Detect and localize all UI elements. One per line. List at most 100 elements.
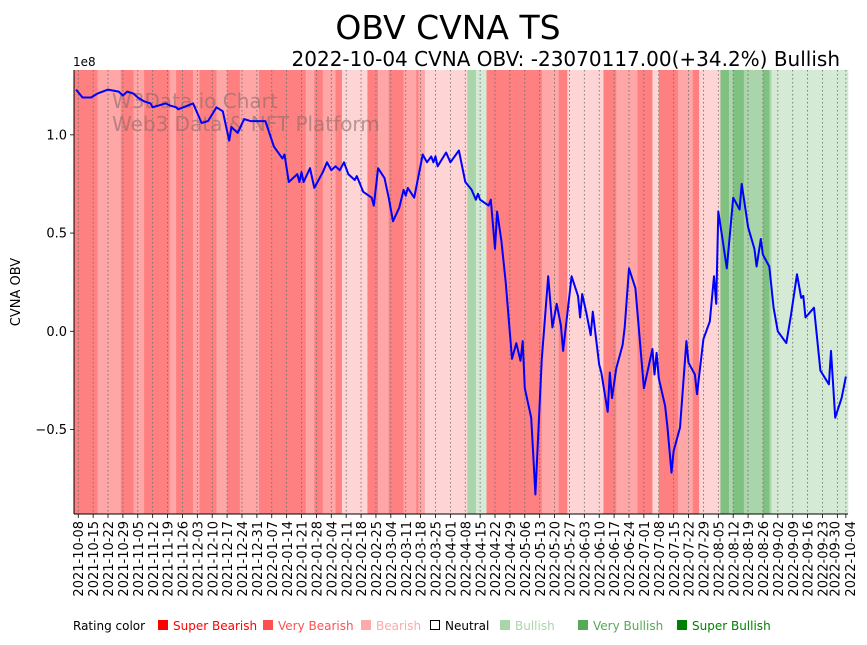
rating-band-super-bearish [314, 70, 323, 514]
x-tick-label: 2021-11-12 [147, 521, 162, 597]
rating-band-super-bearish [144, 70, 170, 514]
x-tick-label: 2022-06-03 [578, 521, 593, 597]
rating-band-very-bearish [97, 70, 121, 514]
x-tick-label: 2022-04-22 [489, 521, 504, 597]
x-tick-label: 2022-05-27 [564, 521, 579, 597]
legend-label-bullish: Bullish [515, 619, 555, 633]
legend-label-super-bullish: Super Bullish [692, 619, 771, 633]
x-tick-label: 2022-02-11 [340, 521, 355, 597]
rating-band-super-bearish [259, 70, 306, 514]
x-tick-label: 2022-04-08 [459, 521, 474, 597]
x-tick-label: 2022-07-01 [638, 521, 653, 597]
x-tick-label: 2021-10-08 [72, 521, 87, 597]
rating-band-super-bearish [637, 70, 652, 514]
legend-swatch-neutral [431, 621, 440, 630]
x-tick-label: 2022-07-08 [653, 521, 668, 597]
x-tick-label: 2021-11-26 [177, 521, 192, 597]
x-tick-label: 2022-03-11 [400, 521, 415, 597]
rating-band-very-bearish [678, 70, 693, 514]
rating-band-super-bearish [603, 70, 616, 514]
x-tick-label: 2021-11-19 [162, 521, 177, 597]
x-tick-label: 2022-08-26 [757, 521, 772, 597]
x-tick-label: 2022-03-25 [430, 521, 445, 597]
x-tick-label: 2021-10-22 [102, 521, 117, 597]
rating-band-super-bearish [199, 70, 216, 514]
legend-label-very-bearish: Very Bearish [278, 619, 354, 633]
y-scale-label: 1e8 [73, 55, 96, 69]
x-tick-label: 2022-09-02 [772, 521, 787, 597]
x-tick-label: 2022-03-04 [385, 521, 400, 597]
rating-band-very-bearish [193, 70, 200, 514]
rating-band-bearish [699, 70, 721, 514]
rating-band-very-bearish [170, 70, 177, 514]
rating-band-super-bearish [176, 70, 193, 514]
x-tick-label: 2021-12-03 [191, 521, 206, 597]
legend-swatch-very-bullish [578, 620, 588, 630]
watermark-line-2: Web3 Data & NFT Platform [112, 112, 380, 136]
x-tick-label: 2022-01-28 [311, 521, 326, 597]
x-tick-label: 2022-01-21 [296, 521, 311, 597]
legend-title: Rating color [73, 619, 145, 633]
x-tick-label: 2021-12-24 [236, 521, 251, 597]
rating-band-very-bullish [744, 70, 763, 514]
legend-label-neutral: Neutral [445, 619, 489, 633]
x-tick-label: 2022-04-29 [504, 521, 519, 597]
y-tick-label: 1.0 [46, 128, 67, 143]
x-tick-label: 2022-09-16 [802, 521, 817, 597]
x-tick-label: 2022-06-17 [608, 521, 623, 597]
rating-band-bearish [425, 70, 468, 514]
rating-band-very-bearish [216, 70, 227, 514]
legend-label-very-bullish: Very Bullish [593, 619, 663, 633]
legend-label-super-bearish: Super Bearish [173, 619, 257, 633]
rating-band-bullish [771, 70, 848, 514]
x-tick-label: 2022-07-29 [698, 521, 713, 597]
x-tick-label: 2021-12-17 [221, 521, 236, 597]
x-tick-label: 2021-12-31 [251, 521, 266, 597]
x-tick-label: 2022-08-05 [712, 521, 727, 597]
rating-band-super-bullish [733, 70, 744, 514]
x-tick-label: 2022-02-25 [370, 521, 385, 597]
x-tick-label: 2022-08-19 [742, 521, 757, 597]
x-tick-label: 2022-04-15 [474, 521, 489, 597]
legend-label-bearish: Bearish [376, 619, 421, 633]
rating-band-super-bearish [416, 70, 418, 514]
x-tick-label: 2022-07-15 [668, 521, 683, 597]
x-tick-label: 2022-09-30 [829, 521, 844, 597]
x-tick-label: 2022-02-04 [325, 521, 340, 597]
x-tick-label: 2022-02-18 [355, 521, 370, 597]
rating-band-very-bearish [240, 70, 259, 514]
legend-swatch-bullish [500, 620, 510, 630]
rating-bands [74, 70, 848, 514]
x-tick-label: 2021-10-29 [117, 521, 132, 597]
rating-band-super-bearish [336, 70, 343, 514]
rating-band-super-bullish [720, 70, 729, 514]
y-tick-label: −0.5 [35, 423, 67, 438]
rating-band-bullish [476, 70, 487, 514]
legend: Rating color Super Bearish Very Bearish Bea… [73, 619, 771, 633]
rating-band-super-bullish [763, 70, 770, 514]
x-tick-label: 2022-06-10 [593, 521, 608, 597]
x-tick-label: 2022-09-09 [787, 521, 802, 597]
x-tick-label: 2022-07-22 [683, 521, 698, 597]
x-tick-label: 2022-08-12 [727, 521, 742, 597]
rating-band-very-bearish [323, 70, 336, 514]
x-tick-label: 2022-04-01 [445, 521, 460, 597]
x-tick-label: 2022-05-06 [519, 521, 534, 597]
rating-band-very-bearish [418, 70, 425, 514]
x-tick-label: 2021-11-05 [132, 521, 147, 597]
legend-swatch-super-bullish [677, 620, 687, 630]
rating-band-bearish [567, 70, 603, 514]
rating-band-very-bearish [378, 70, 389, 514]
rating-band-very-bearish [306, 70, 315, 514]
y-tick-label: 0.5 [46, 227, 67, 242]
rating-band-very-bullish [467, 70, 476, 514]
rating-band-super-bearish [367, 70, 378, 514]
x-tick-label: 2022-10-04 [844, 521, 859, 597]
x-tick-label: 2022-05-20 [549, 521, 564, 597]
legend-swatch-very-bearish [263, 620, 273, 630]
y-axis-label: CVNA OBV [9, 258, 24, 326]
legend-swatch-bearish [361, 620, 371, 630]
rating-band-super-bearish [74, 70, 98, 514]
y-tick-label: 0.0 [46, 325, 67, 340]
